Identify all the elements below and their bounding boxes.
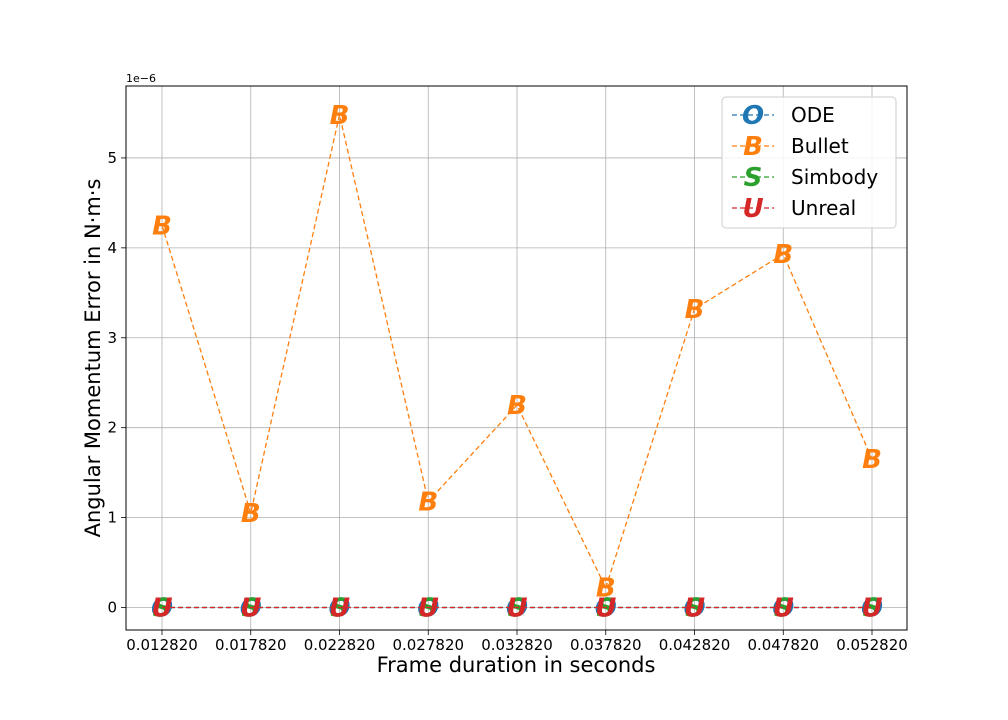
legend-marker-unreal: U bbox=[742, 194, 763, 224]
series-line-bullet bbox=[161, 114, 873, 590]
data-point-bullet: B bbox=[685, 295, 705, 325]
y-axis-offset-text: 1e−6 bbox=[126, 72, 156, 85]
data-point-ode: O bbox=[595, 594, 617, 624]
data-point-bullet: B bbox=[507, 391, 527, 421]
y-axis-label: Angular Momentum Error in N·m·s bbox=[81, 179, 105, 538]
data-point-unreal: U bbox=[684, 594, 705, 624]
data-point-simbody: S bbox=[774, 594, 793, 624]
x-axis-ticks: 0.012820 0.017820 0.022820 0.027820 0.032820… bbox=[126, 630, 908, 654]
data-point-unreal: U bbox=[329, 594, 350, 624]
data-point-ode: O bbox=[506, 594, 528, 624]
data-point-ode: O bbox=[151, 594, 173, 624]
data-point-simbody: S bbox=[241, 594, 260, 624]
data-point-ode: O bbox=[861, 594, 883, 624]
legend: O ODE B Bullet S Simbody U Unreal bbox=[721, 96, 897, 229]
data-point-simbody: S bbox=[863, 594, 882, 624]
y-tick-label: 3 bbox=[107, 329, 117, 347]
x-tick-label: 0.047820 bbox=[747, 636, 819, 654]
y-tick-label: 0 bbox=[107, 599, 117, 617]
data-point-ode: O bbox=[240, 594, 262, 624]
data-point-bullet: B bbox=[773, 240, 793, 270]
data-point-bullet: B bbox=[418, 487, 438, 517]
data-point-ode: O bbox=[417, 594, 439, 624]
data-point-bullet: B bbox=[330, 101, 350, 131]
grid-lines bbox=[126, 86, 907, 630]
data-point-simbody: S bbox=[330, 594, 349, 624]
data-point-ode: O bbox=[772, 594, 794, 624]
x-tick-label: 0.032820 bbox=[481, 636, 553, 654]
legend-marker-bullet: B bbox=[743, 132, 763, 162]
data-point-simbody: S bbox=[153, 594, 172, 624]
legend-box bbox=[721, 96, 897, 229]
data-point-bullet: B bbox=[152, 211, 172, 241]
legend-label-unreal: Unreal bbox=[791, 196, 856, 220]
data-point-unreal: U bbox=[506, 594, 527, 624]
x-tick-label: 0.012820 bbox=[126, 636, 198, 654]
plot-area-frame bbox=[125, 85, 908, 631]
data-point-bullet: B bbox=[241, 499, 261, 529]
data-point-unreal: U bbox=[240, 594, 261, 624]
x-tick-label: 0.037820 bbox=[570, 636, 642, 654]
x-axis-label: Frame duration in seconds bbox=[377, 653, 656, 677]
x-tick-label: 0.052820 bbox=[836, 636, 908, 654]
data-point-simbody: S bbox=[419, 594, 438, 624]
y-tick-label: 1 bbox=[107, 509, 117, 527]
legend-label-simbody: Simbody bbox=[791, 165, 878, 189]
data-point-simbody: S bbox=[596, 594, 615, 624]
legend-label-bullet: Bullet bbox=[791, 134, 849, 158]
data-point-unreal: U bbox=[418, 594, 439, 624]
data-point-unreal: U bbox=[773, 594, 794, 624]
data-point-simbody: S bbox=[685, 594, 704, 624]
x-tick-label: 0.022820 bbox=[304, 636, 376, 654]
data-point-simbody: S bbox=[508, 594, 527, 624]
data-point-ode: O bbox=[328, 594, 350, 624]
y-tick-label: 2 bbox=[107, 419, 117, 437]
data-point-bullet: B bbox=[596, 574, 616, 604]
y-axis-ticks: 0 1 2 3 4 5 bbox=[107, 149, 126, 617]
legend-label-ode: ODE bbox=[791, 103, 835, 127]
data-point-unreal: U bbox=[151, 594, 172, 624]
x-tick-label: 0.017820 bbox=[215, 636, 287, 654]
x-tick-label: 0.027820 bbox=[392, 636, 464, 654]
data-point-unreal: U bbox=[595, 594, 616, 624]
data-point-bullet: B bbox=[862, 445, 882, 475]
legend-marker-ode: O bbox=[742, 101, 764, 131]
x-tick-label: 0.042820 bbox=[659, 636, 731, 654]
legend-marker-simbody: S bbox=[744, 163, 763, 193]
data-point-ode: O bbox=[683, 594, 705, 624]
data-point-unreal: U bbox=[861, 594, 882, 624]
y-tick-label: 5 bbox=[107, 149, 117, 167]
y-tick-label: 4 bbox=[107, 239, 117, 257]
